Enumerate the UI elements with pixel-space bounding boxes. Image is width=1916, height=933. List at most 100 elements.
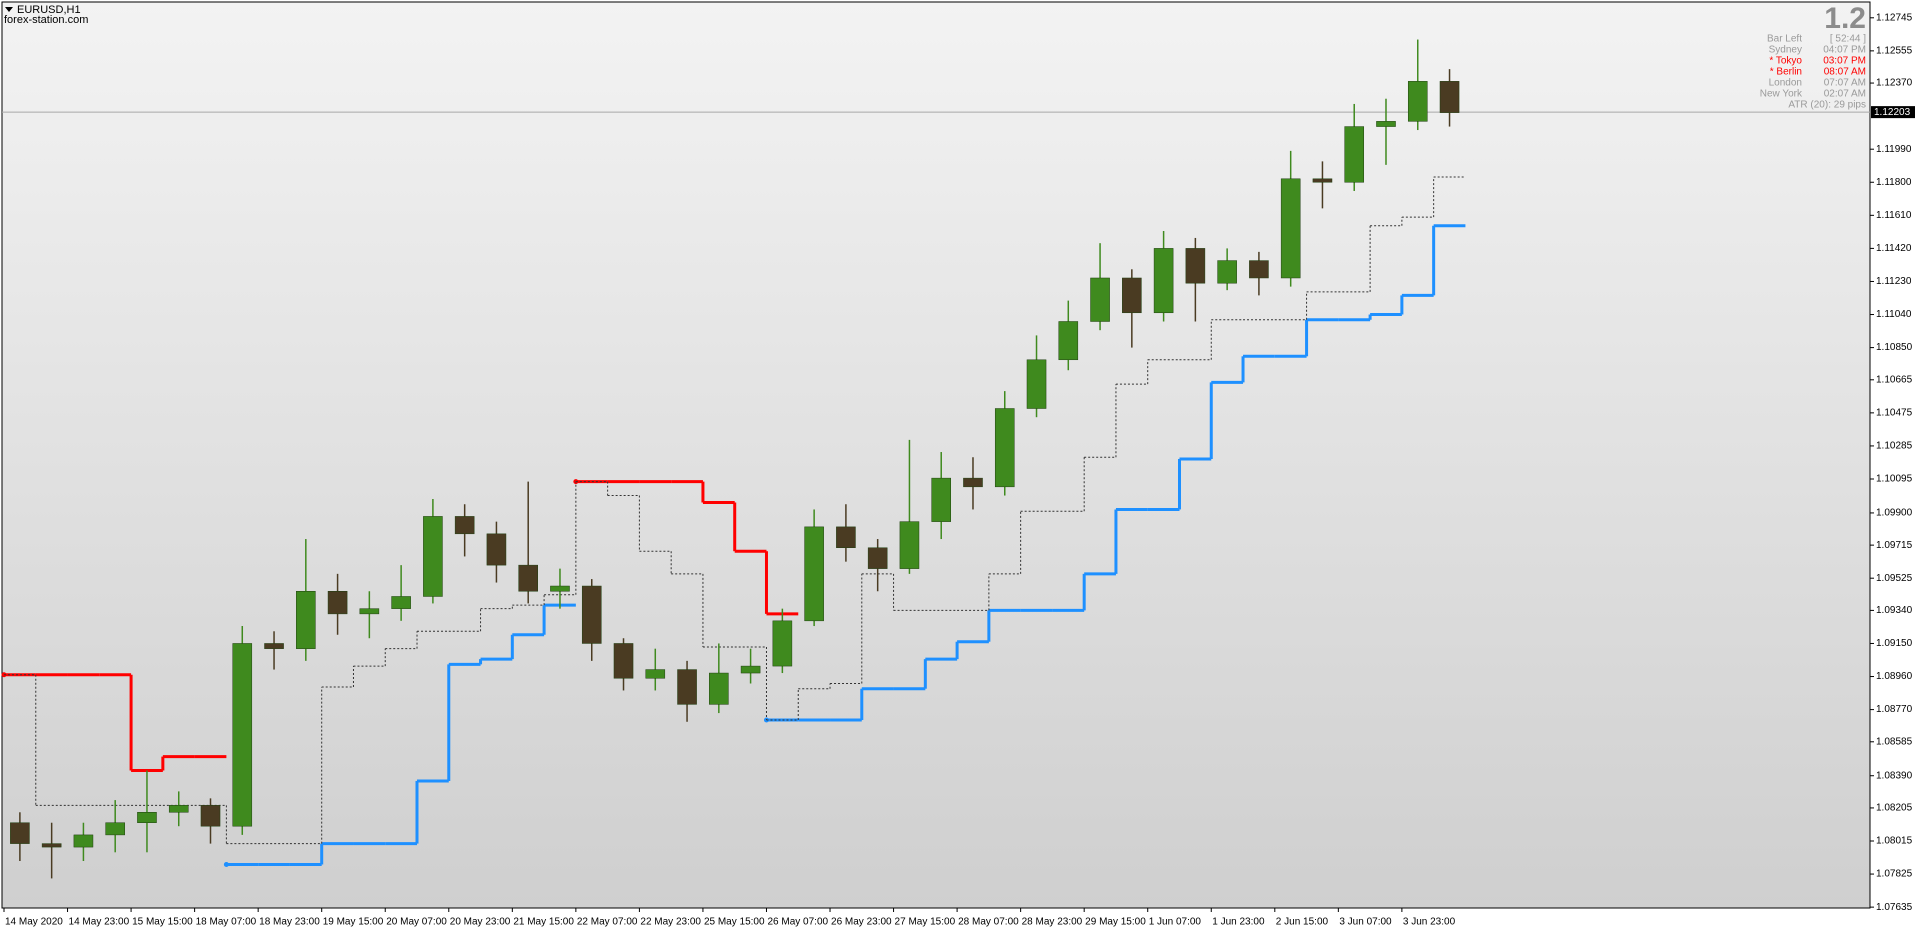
candle-body [41, 843, 62, 848]
version-label: 1.2 [1824, 2, 1866, 35]
x-tick-label: 26 May 07:00 [767, 917, 828, 928]
candle-body [1407, 81, 1428, 122]
candle-body [423, 516, 443, 597]
info-label: * Berlin [1770, 67, 1802, 78]
x-tick-label: 25 May 15:00 [704, 917, 765, 928]
info-label: Bar Left [1767, 34, 1802, 45]
candle-body [1090, 277, 1110, 322]
y-tick-label: 1.07825 [1876, 869, 1913, 880]
x-tick-label: 28 May 23:00 [1022, 917, 1083, 928]
x-tick-label: 3 Jun 07:00 [1339, 917, 1392, 928]
candle-body [963, 477, 983, 488]
site-label: forex-station.com [4, 14, 88, 26]
x-tick-label: 3 Jun 23:00 [1403, 917, 1456, 928]
candle-body [327, 591, 348, 615]
candle-body [1026, 359, 1047, 409]
y-tick-label: 1.10850 [1876, 342, 1913, 353]
candle-body [804, 526, 824, 622]
y-tick-label: 1.08015 [1876, 836, 1913, 847]
info-value: 04:07 PM [1823, 45, 1866, 56]
current-price-label: 1.12203 [1874, 107, 1911, 118]
x-tick-label: 18 May 07:00 [196, 917, 257, 928]
x-tick-label: 26 May 23:00 [831, 917, 892, 928]
candle-body [677, 669, 697, 705]
x-tick-label: 20 May 07:00 [386, 917, 447, 928]
info-label: Sydney [1769, 45, 1802, 56]
x-tick-label: 20 May 23:00 [450, 917, 511, 928]
line-start-dot [223, 861, 229, 867]
info-value: [ 52:44 ] [1830, 34, 1866, 45]
y-tick-label: 1.08585 [1876, 736, 1913, 747]
info-value: 07:07 AM [1824, 78, 1866, 89]
info-panel: 1.2 Bar Left [ 52:44 ] Sydney 04:07 PM * Tok… [1760, 2, 1866, 111]
x-tick-label: 27 May 15:00 [895, 917, 956, 928]
x-tick-label: 14 May 23:00 [69, 917, 130, 928]
y-tick-label: 1.09340 [1876, 605, 1913, 616]
y-tick-label: 1.10095 [1876, 474, 1913, 485]
x-tick-label: 29 May 15:00 [1085, 917, 1146, 928]
current-price-box [1871, 106, 1915, 119]
candle-body [105, 822, 125, 836]
info-value: 02:07 AM [1824, 89, 1866, 100]
candle-body [1280, 178, 1301, 279]
candle-body [899, 521, 920, 569]
info-value: 03:07 PM [1823, 56, 1866, 67]
y-tick-label: 1.08770 [1876, 704, 1913, 715]
x-tick-label: 15 May 15:00 [132, 917, 193, 928]
candle-body [1344, 126, 1365, 183]
candle-body [1439, 81, 1460, 113]
y-tick-label: 1.11990 [1876, 144, 1912, 155]
candle-body [200, 805, 221, 827]
candle-body [740, 665, 761, 674]
candle-body [1312, 178, 1333, 183]
y-tick-label: 1.09715 [1876, 540, 1913, 551]
candle-body [1185, 248, 1206, 284]
symbol-menu-arrow[interactable] [5, 7, 13, 12]
candle-body [73, 834, 94, 848]
x-tick-label: 22 May 07:00 [577, 917, 638, 928]
y-tick-label: 1.10475 [1876, 408, 1913, 419]
candle-body [1153, 248, 1174, 314]
x-tick-label: 22 May 23:00 [640, 917, 701, 928]
x-tick-label: 21 May 15:00 [513, 917, 574, 928]
x-tick-label: 1 Jun 23:00 [1212, 917, 1265, 928]
candle-body [454, 516, 475, 535]
info-label: * Tokyo [1769, 56, 1802, 67]
symbol-label: EURUSD,H1 [17, 4, 81, 16]
candle-body [581, 585, 602, 644]
info-value: 08:07 AM [1824, 67, 1866, 78]
y-tick-label: 1.10665 [1876, 374, 1913, 385]
x-tick-label: 2 Jun 15:00 [1276, 917, 1329, 928]
x-tick-label: 18 May 23:00 [259, 917, 320, 928]
candle-body [867, 547, 888, 569]
y-tick-label: 1.11420 [1876, 243, 1912, 254]
candle-body [645, 669, 666, 679]
info-label: New York [1760, 89, 1803, 100]
candle-body [931, 477, 951, 522]
atr-label: ATR (20): 29 pips [1788, 100, 1866, 111]
candle-body [1122, 277, 1142, 314]
candle-body [1058, 321, 1079, 361]
y-tick-label: 1.12555 [1876, 46, 1913, 57]
y-tick-label: 1.11610 [1876, 210, 1912, 221]
x-tick-label: 1 Jun 07:00 [1149, 917, 1202, 928]
y-tick-label: 1.08960 [1876, 671, 1913, 682]
y-tick-label: 1.09900 [1876, 508, 1913, 519]
candle-body [994, 408, 1015, 488]
candle-body [772, 620, 793, 667]
x-tick-label: 28 May 07:00 [958, 917, 1019, 928]
candle-body [709, 672, 729, 705]
candle-body [137, 812, 157, 823]
x-tick-label: 14 May 2020 [5, 917, 63, 928]
y-tick-label: 1.09150 [1876, 638, 1913, 649]
candle-body [1249, 260, 1269, 279]
plot-area [1, 1, 1871, 909]
candle-body [264, 643, 284, 649]
candle-body [296, 591, 316, 649]
candle-body [1376, 121, 1396, 127]
info-label: London [1769, 78, 1802, 89]
y-tick-label: 1.12370 [1876, 78, 1913, 89]
candle-body [168, 805, 189, 813]
y-tick-label: 1.11230 [1876, 276, 1912, 287]
